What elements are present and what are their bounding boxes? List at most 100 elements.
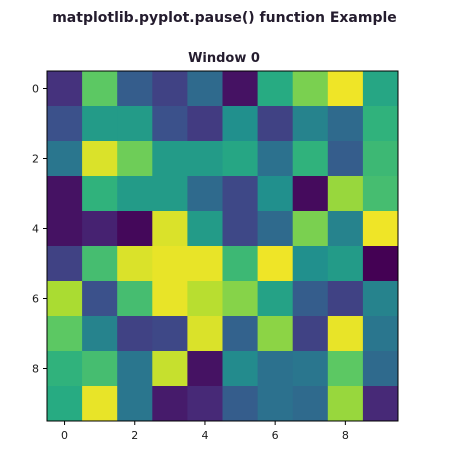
heatmap-cell	[292, 316, 329, 352]
heatmap-cell	[257, 211, 294, 247]
heatmap-cell	[362, 71, 399, 107]
heatmap-cell	[117, 246, 153, 282]
heatmap-cell	[82, 281, 118, 317]
heatmap-cell	[187, 386, 223, 422]
heatmap-cell	[152, 71, 188, 107]
heatmap-cell	[362, 211, 399, 247]
heatmap-cell	[257, 106, 294, 142]
heatmap-cell	[152, 176, 188, 212]
heatmap-cell	[292, 71, 329, 107]
y-tick-label: 2	[32, 153, 39, 166]
heatmap-cell	[82, 211, 118, 247]
heatmap-cell	[82, 316, 118, 352]
heatmap-cell	[187, 211, 223, 247]
heatmap-cell	[82, 351, 118, 387]
heatmap-cell	[222, 106, 259, 142]
heatmap-cell	[47, 316, 83, 352]
heatmap-cell	[222, 351, 259, 387]
heatmap-cell	[47, 71, 83, 107]
x-tick-label: 8	[342, 429, 349, 442]
figure-suptitle: matplotlib.pyplot.pause() function Examp…	[52, 10, 397, 26]
heatmap-cell	[362, 351, 399, 387]
heatmap-cell	[187, 351, 223, 387]
heatmap-cell	[362, 316, 399, 352]
heatmap-cell	[222, 71, 259, 107]
heatmap-cell	[327, 281, 364, 317]
heatmap-cell	[82, 246, 118, 282]
heatmap-cell	[117, 71, 153, 107]
heatmap-cell	[362, 246, 399, 282]
x-tick-label: 4	[201, 429, 208, 442]
y-tick-label: 4	[32, 223, 39, 236]
heatmap-cell	[47, 281, 83, 317]
heatmap-cell	[117, 281, 153, 317]
heatmap-cell	[222, 176, 259, 212]
heatmap-cell	[327, 141, 364, 177]
heatmap-cell	[152, 316, 188, 352]
heatmap-cell	[187, 176, 223, 212]
heatmap-cell	[292, 106, 329, 142]
x-tick-label: 2	[131, 429, 138, 442]
x-tick-label: 6	[272, 429, 279, 442]
heatmap-cell	[117, 141, 153, 177]
heatmap-cell	[152, 141, 188, 177]
heatmap-cell	[257, 141, 294, 177]
heatmap-cell	[222, 386, 259, 422]
heatmap-cell	[222, 316, 259, 352]
y-tick-label: 8	[32, 363, 39, 376]
heatmap-cell	[82, 106, 118, 142]
heatmap-cell	[152, 351, 188, 387]
heatmap-cell	[117, 386, 153, 422]
x-tick-label: 0	[61, 429, 68, 442]
heatmap-cell	[292, 351, 329, 387]
heatmap-cell	[327, 176, 364, 212]
axes-title: Window 0	[188, 51, 260, 66]
heatmap-cell	[362, 281, 399, 317]
heatmap-cell	[362, 386, 399, 422]
heatmap-cell	[47, 386, 83, 422]
heatmap-cell	[327, 211, 364, 247]
heatmap-cell	[257, 281, 294, 317]
heatmap-cell	[257, 71, 294, 107]
heatmap-cell	[47, 141, 83, 177]
heatmap-cell	[222, 281, 259, 317]
heatmap-cell	[257, 351, 294, 387]
heatmap-cell	[362, 106, 399, 142]
heatmap-cell	[187, 71, 223, 107]
heatmap-cell	[257, 386, 294, 422]
heatmap-cell	[187, 141, 223, 177]
heatmap-cell	[152, 386, 188, 422]
heatmap-cell	[117, 316, 153, 352]
heatmap-cell	[222, 141, 259, 177]
heatmap-cell	[257, 316, 294, 352]
heatmap-cell	[47, 246, 83, 282]
heatmap-cell	[117, 211, 153, 247]
heatmap-cell	[82, 176, 118, 212]
heatmap-cell	[187, 246, 223, 282]
heatmap-cell	[257, 246, 294, 282]
heatmap-cell	[292, 281, 329, 317]
heatmap-cell	[187, 316, 223, 352]
heatmap-cell	[152, 281, 188, 317]
heatmap-cell	[47, 176, 83, 212]
heatmap-cell	[187, 106, 223, 142]
heatmap-cell	[292, 141, 329, 177]
heatmap-cell	[152, 246, 188, 282]
heatmap-cell	[292, 386, 329, 422]
heatmap-cell	[222, 246, 259, 282]
heatmap-cell	[327, 351, 364, 387]
heatmap-cell	[82, 141, 118, 177]
heatmap-cell	[82, 71, 118, 107]
heatmap-cell	[362, 176, 399, 212]
heatmap-cell	[327, 246, 364, 282]
heatmap-cell	[292, 211, 329, 247]
heatmap-cell	[257, 176, 294, 212]
heatmap-cell	[327, 386, 364, 422]
heatmap-cell	[117, 176, 153, 212]
heatmap-cell	[187, 281, 223, 317]
axes-frame	[46, 70, 399, 422]
heatmap-cell	[47, 351, 83, 387]
heatmap-cell	[47, 106, 83, 142]
heatmap-cell	[222, 211, 259, 247]
